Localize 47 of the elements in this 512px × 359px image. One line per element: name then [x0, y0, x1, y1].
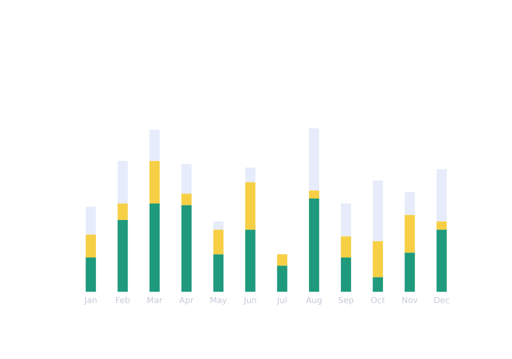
bar: [245, 167, 256, 182]
bar: [86, 206, 96, 235]
x-tick-label: Jul: [276, 296, 286, 305]
bar: [372, 241, 383, 278]
bar: [308, 198, 320, 292]
x-tick-label: Mar: [148, 296, 162, 304]
x-tick-label: Sep: [338, 296, 354, 305]
bar: [436, 221, 447, 230]
bar: [436, 169, 447, 222]
bar: [308, 190, 320, 199]
bar: [150, 130, 160, 161]
bar: [118, 220, 128, 292]
bar: [150, 160, 160, 204]
bar: [404, 252, 415, 292]
bar: [118, 160, 128, 204]
bar: [308, 128, 320, 190]
bar: [86, 257, 96, 292]
x-tick-label: Nov: [402, 296, 418, 304]
bar: [213, 254, 224, 292]
x-tick-label: Apr: [179, 296, 194, 305]
bar: [118, 203, 128, 220]
bar: [404, 214, 415, 253]
x-tick-label: Jun: [243, 296, 256, 305]
bar: [436, 230, 447, 292]
x-tick-label: Aug: [306, 296, 322, 305]
bar: [340, 203, 352, 236]
x-tick-label: Oct: [371, 296, 385, 304]
x-tick-label: Jan: [84, 296, 97, 305]
bar: [372, 180, 383, 242]
bar: [245, 230, 256, 292]
bar: [181, 164, 192, 194]
bar: [213, 230, 224, 254]
bar: [277, 254, 288, 266]
bar: [277, 266, 288, 292]
bar: [245, 182, 256, 230]
bar: [372, 277, 383, 292]
bar: [340, 236, 352, 258]
x-tick-label: Feb: [116, 296, 130, 304]
bar: [213, 221, 224, 230]
bar: [181, 194, 192, 206]
bar: [340, 257, 352, 292]
bar: [404, 192, 415, 215]
bar: [86, 234, 96, 258]
x-tick-label: May: [210, 296, 227, 305]
bar: [181, 205, 192, 292]
bar: [150, 203, 160, 292]
x-tick-label: Dec: [434, 296, 450, 304]
